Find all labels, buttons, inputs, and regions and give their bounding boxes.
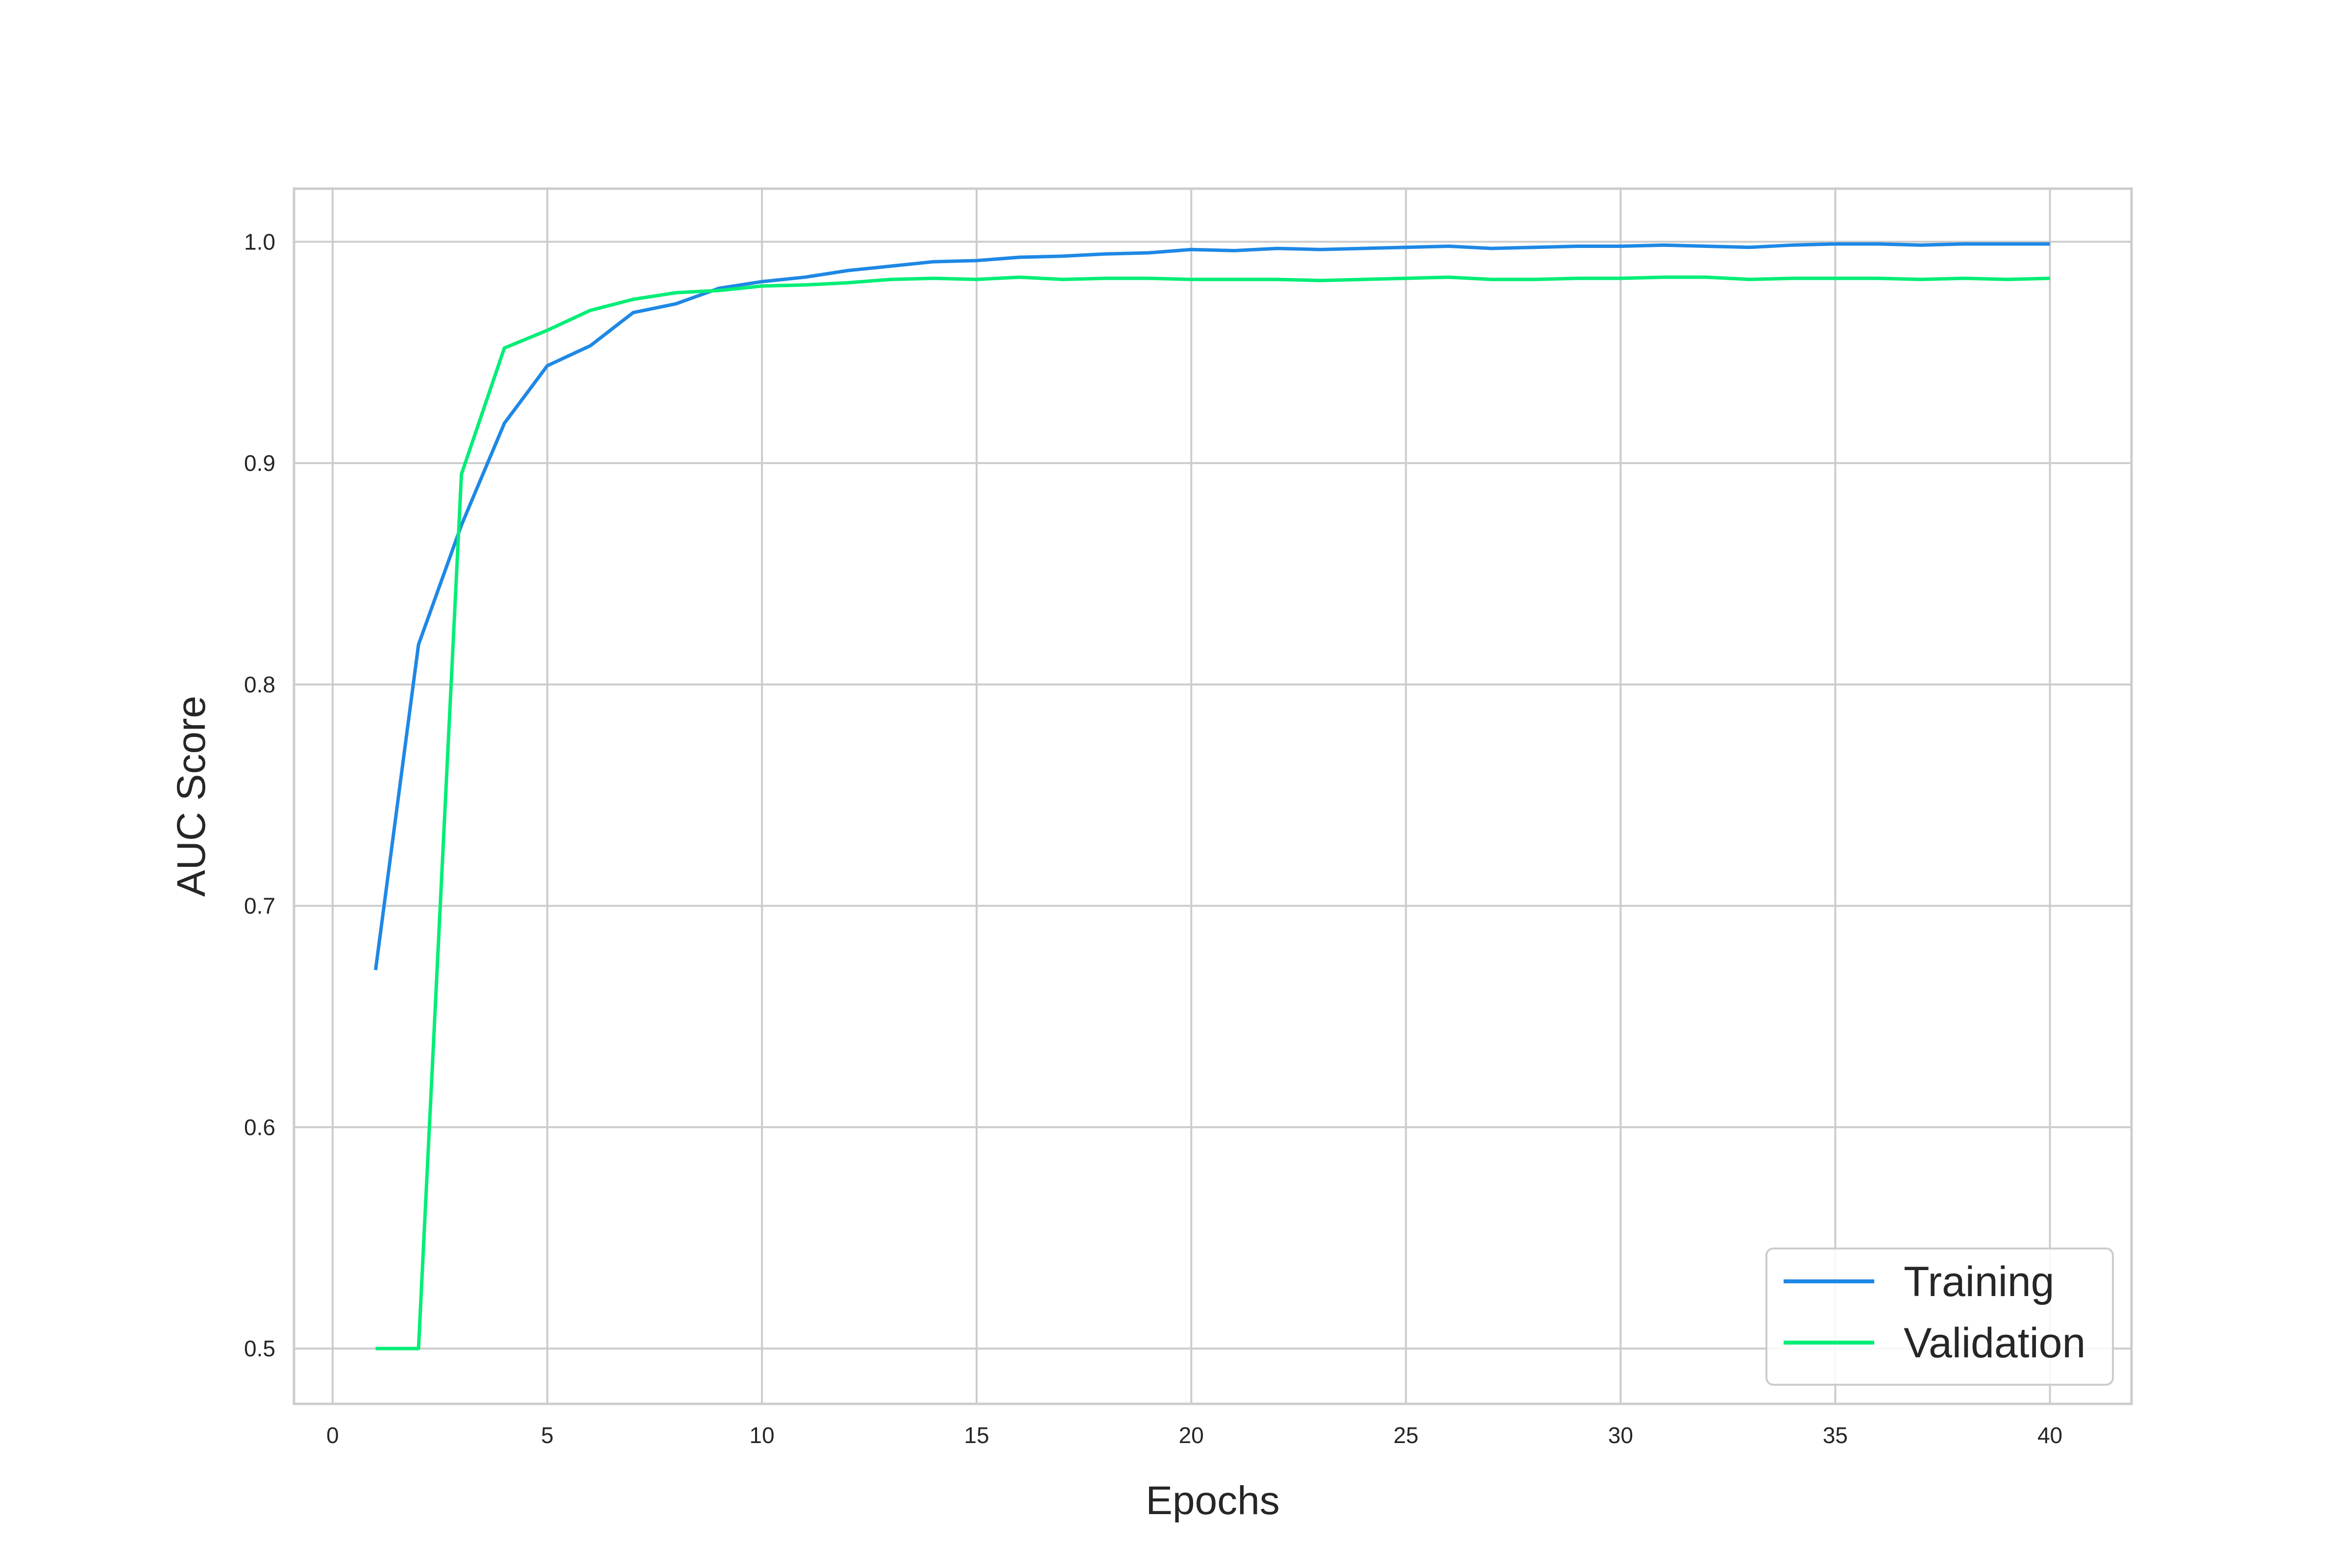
y-tick-label: 1.0 xyxy=(244,229,275,254)
x-tick-label: 20 xyxy=(1179,1422,1204,1448)
y-tick-label: 0.7 xyxy=(244,893,275,919)
y-tick-label: 0.5 xyxy=(244,1336,275,1361)
x-tick-label: 30 xyxy=(1608,1422,1633,1448)
x-tick-label: 10 xyxy=(749,1422,774,1448)
legend-label-validation: Validation xyxy=(1904,1320,2085,1367)
legend: Training Validation xyxy=(1765,1248,2114,1386)
x-tick-label: 35 xyxy=(1823,1422,1848,1448)
y-axis-title: AUC Score xyxy=(169,696,214,897)
x-tick-label: 25 xyxy=(1394,1422,1419,1448)
y-tick-label: 0.9 xyxy=(244,450,275,476)
data-series xyxy=(374,242,2050,1350)
series-line-validation xyxy=(375,275,2050,1350)
x-axis-title: Epochs xyxy=(1146,1478,1280,1523)
x-tick-label: 15 xyxy=(964,1422,989,1448)
y-tick-label: 0.8 xyxy=(244,672,275,697)
x-tick-label: 40 xyxy=(2037,1422,2062,1448)
x-tick-label: 0 xyxy=(326,1422,339,1448)
series-line-training xyxy=(374,242,2050,971)
y-tick-label: 0.6 xyxy=(244,1114,275,1140)
tick-labels: 0 5 10 15 20 25 30 35 40 0.5 0.6 0.7 0.8 0.9 1.0 xyxy=(244,229,2062,1448)
plot-frame xyxy=(293,187,2133,1405)
x-tick-label: 5 xyxy=(541,1422,554,1448)
legend-label-training: Training xyxy=(1904,1258,2055,1305)
